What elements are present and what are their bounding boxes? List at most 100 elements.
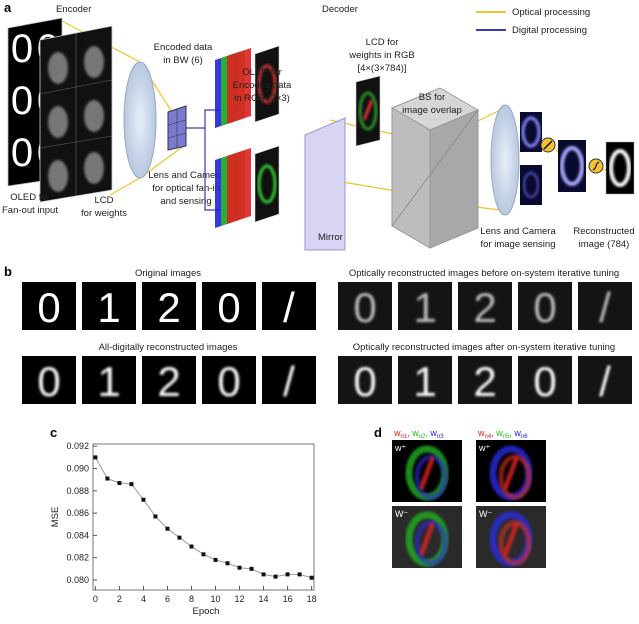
y-tick-label: 0.092: [66, 441, 89, 451]
oled-rgb-label-1: OLED for: [242, 67, 282, 78]
digit-glyph: 2: [157, 358, 180, 405]
oled-rgb-label-3: in RGB (2×3): [234, 93, 290, 104]
mirror: [304, 117, 346, 251]
lens-sensing-label-2: for image sensing: [481, 239, 556, 250]
data-point: [285, 572, 290, 577]
y-axis-label: MSE: [50, 507, 61, 528]
x-tick-label: 2: [117, 594, 122, 604]
y-tick-label: 0.084: [66, 530, 89, 540]
data-point: [309, 575, 314, 580]
weight-name: w: [477, 428, 485, 438]
lcd-weights: [39, 25, 113, 203]
panel-label-b: b: [4, 264, 12, 279]
digit-glyph: /: [599, 284, 611, 331]
lens-fanin-label-1: Lens and Camera: [148, 170, 224, 181]
digit-image: [578, 282, 632, 330]
weight-stroke: [418, 456, 436, 490]
data-point: [129, 482, 134, 487]
weight-subscript: n4: [485, 434, 492, 440]
digit-image: [518, 356, 572, 404]
weight-subscript: n1: [401, 434, 408, 440]
y-tick-label: 0.088: [66, 486, 89, 496]
encoded-bw-label-1: Encoded data: [154, 42, 213, 53]
lens-fanin: [123, 61, 157, 179]
weight-map-label: w⁺: [394, 443, 406, 453]
weight-pattern: [254, 45, 280, 123]
weight-name: w: [429, 428, 437, 438]
panel-c-chart: c Epoch MSE 0 2 4 6 8 10 12 14 16 18 0.080 0.082 0.0…: [50, 425, 317, 617]
image-group-title: Optically reconstructed images before on…: [349, 268, 619, 279]
y-tick-label: 0.080: [66, 575, 89, 585]
x-tick-label: 4: [141, 594, 146, 604]
digit-glyph: 0: [533, 358, 556, 405]
input-digit: 0: [11, 131, 33, 175]
intermediate-image: [558, 140, 586, 192]
panel-a: a Encoder Decoder Optical processing Dig…: [2, 0, 635, 251]
data-point: [225, 561, 230, 566]
digit-image: [338, 356, 392, 404]
data-point: [93, 455, 98, 460]
weight-pattern: [254, 145, 280, 223]
digit-glyph: 0: [37, 358, 60, 405]
weight-stroke: [418, 522, 436, 556]
encoded-bw-label-2: in BW (6): [163, 55, 203, 66]
lens-fanin-label-2: for optical fan-in: [152, 183, 220, 194]
digit-glyph: 1: [97, 284, 120, 331]
oled-fanout-label-2: Fan-out input: [2, 205, 58, 216]
panel-label-a: a: [4, 0, 12, 15]
data-point: [153, 514, 158, 519]
digit-glyph: 0: [217, 284, 240, 331]
y-tick-label: 0.086: [66, 508, 89, 518]
weight-pattern-shape: [257, 64, 277, 104]
digit-image: [202, 356, 256, 404]
x-axis-label: Epoch: [193, 606, 220, 617]
weight-subscript: n2: [419, 434, 426, 440]
reconstructed-label-1: Reconstructed: [573, 226, 634, 237]
panel-label-c: c: [50, 425, 57, 440]
data-point: [177, 535, 182, 540]
weight-name: w: [513, 428, 521, 438]
lcd-label-1: LCD: [94, 195, 113, 206]
digit-glyph: /: [283, 358, 295, 405]
weight-legend: wn1, wn2, wn3: [393, 428, 444, 440]
rgb-layer: [227, 48, 251, 124]
legend-optical: Optical processing: [512, 7, 590, 18]
digit-image: [458, 356, 512, 404]
data-point: [249, 566, 254, 571]
oled-rgb-label-2: Encoded data: [233, 80, 292, 91]
panel-label-d: d: [374, 425, 382, 440]
digit-glyph: /: [599, 358, 611, 405]
digit-image: [578, 356, 632, 404]
digit-glyph: 1: [97, 358, 120, 405]
image-group-title: All-digitally reconstructed images: [99, 342, 238, 353]
digit-image: [202, 282, 256, 330]
panel-d: d wn1, wn2, wn3 w⁺ W⁻ wn4, wn5, wn6 w⁺ W⁻: [374, 425, 546, 568]
digit-glyph: 2: [473, 358, 496, 405]
lcd-rgb-weights: [355, 75, 381, 147]
mirror-label: Mirror: [318, 232, 343, 243]
y-tick-label: 0.090: [66, 464, 89, 474]
digit-glyph: 1: [413, 358, 436, 405]
data-point: [141, 497, 146, 502]
input-digit: 0: [11, 79, 33, 123]
encoder-label: Encoder: [56, 4, 91, 15]
x-tick-label: 12: [235, 594, 245, 604]
x-tick-label: 16: [283, 594, 293, 604]
data-point: [105, 476, 110, 481]
data-point: [237, 565, 242, 570]
x-tick-label: 0: [93, 594, 98, 604]
data-point: [189, 544, 194, 549]
reconstructed-image: [605, 141, 635, 195]
lens-sensing: [490, 104, 520, 216]
mse-line: [94, 457, 312, 579]
weight-subscript: n5: [503, 434, 510, 440]
digit-image: [398, 356, 452, 404]
decoder-label: Decoder: [322, 4, 358, 15]
lens-fanin-label-3: and sensing: [160, 196, 211, 207]
digit-image: [518, 282, 572, 330]
data-point: [165, 526, 170, 531]
x-tick-label: 14: [259, 594, 269, 604]
